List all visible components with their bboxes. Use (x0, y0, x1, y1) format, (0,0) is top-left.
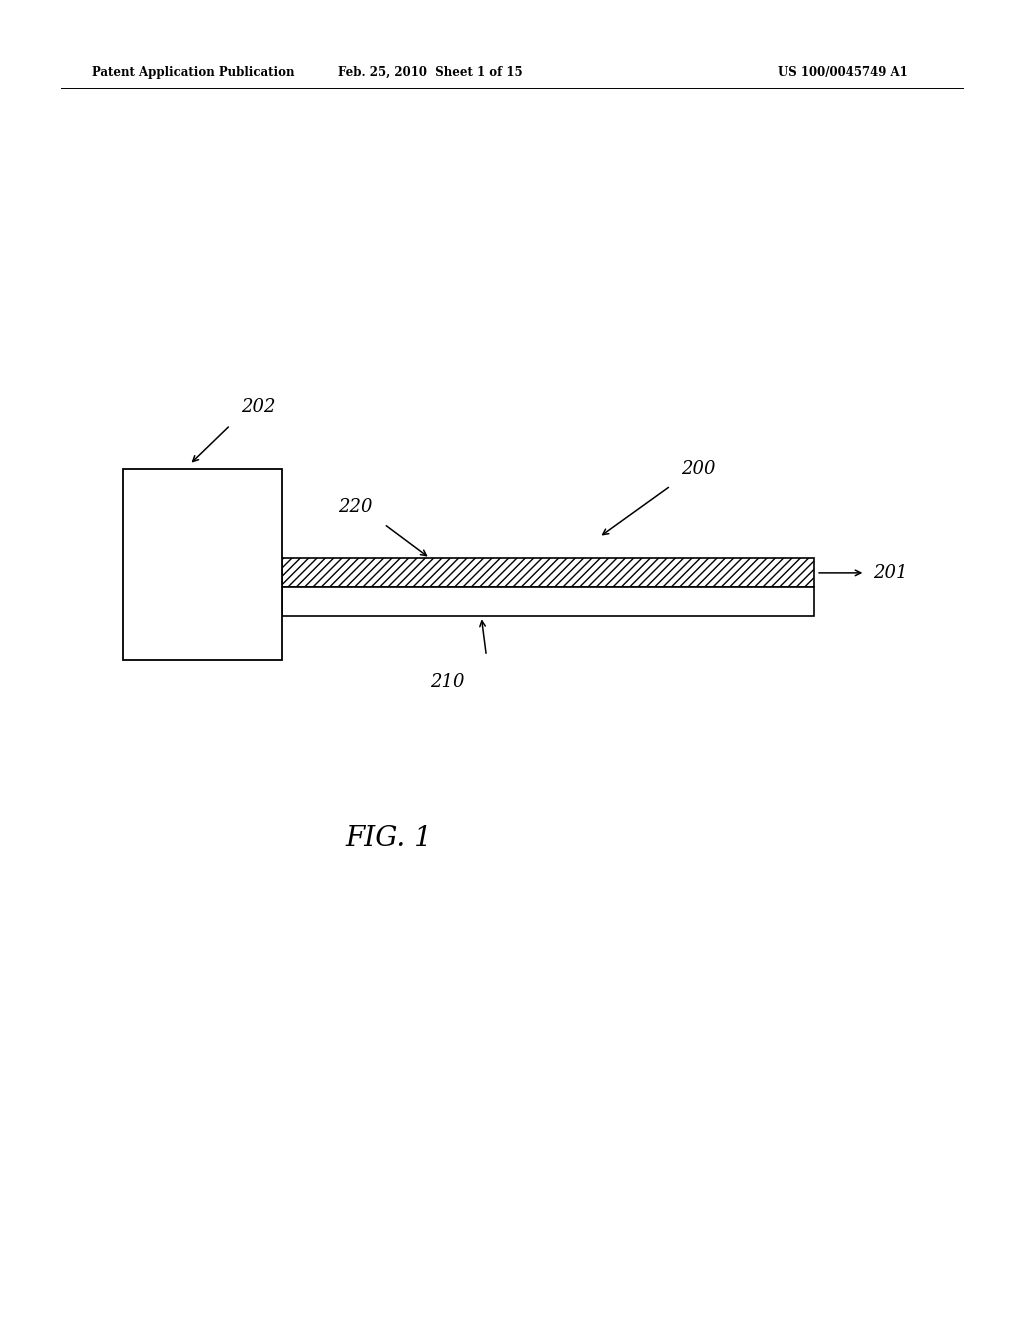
Text: 220: 220 (338, 498, 373, 516)
Text: Patent Application Publication: Patent Application Publication (92, 66, 295, 79)
Text: 200: 200 (681, 459, 716, 478)
Text: 210: 210 (430, 673, 465, 692)
Text: 201: 201 (873, 564, 908, 582)
Bar (282, 587, 814, 616)
Text: US 100/0045749 A1: US 100/0045749 A1 (778, 66, 908, 79)
Text: Feb. 25, 2010  Sheet 1 of 15: Feb. 25, 2010 Sheet 1 of 15 (338, 66, 522, 79)
Text: 202: 202 (241, 397, 275, 416)
Text: FIG. 1: FIG. 1 (346, 825, 432, 851)
Bar (282, 558, 814, 587)
Bar (123, 469, 282, 660)
